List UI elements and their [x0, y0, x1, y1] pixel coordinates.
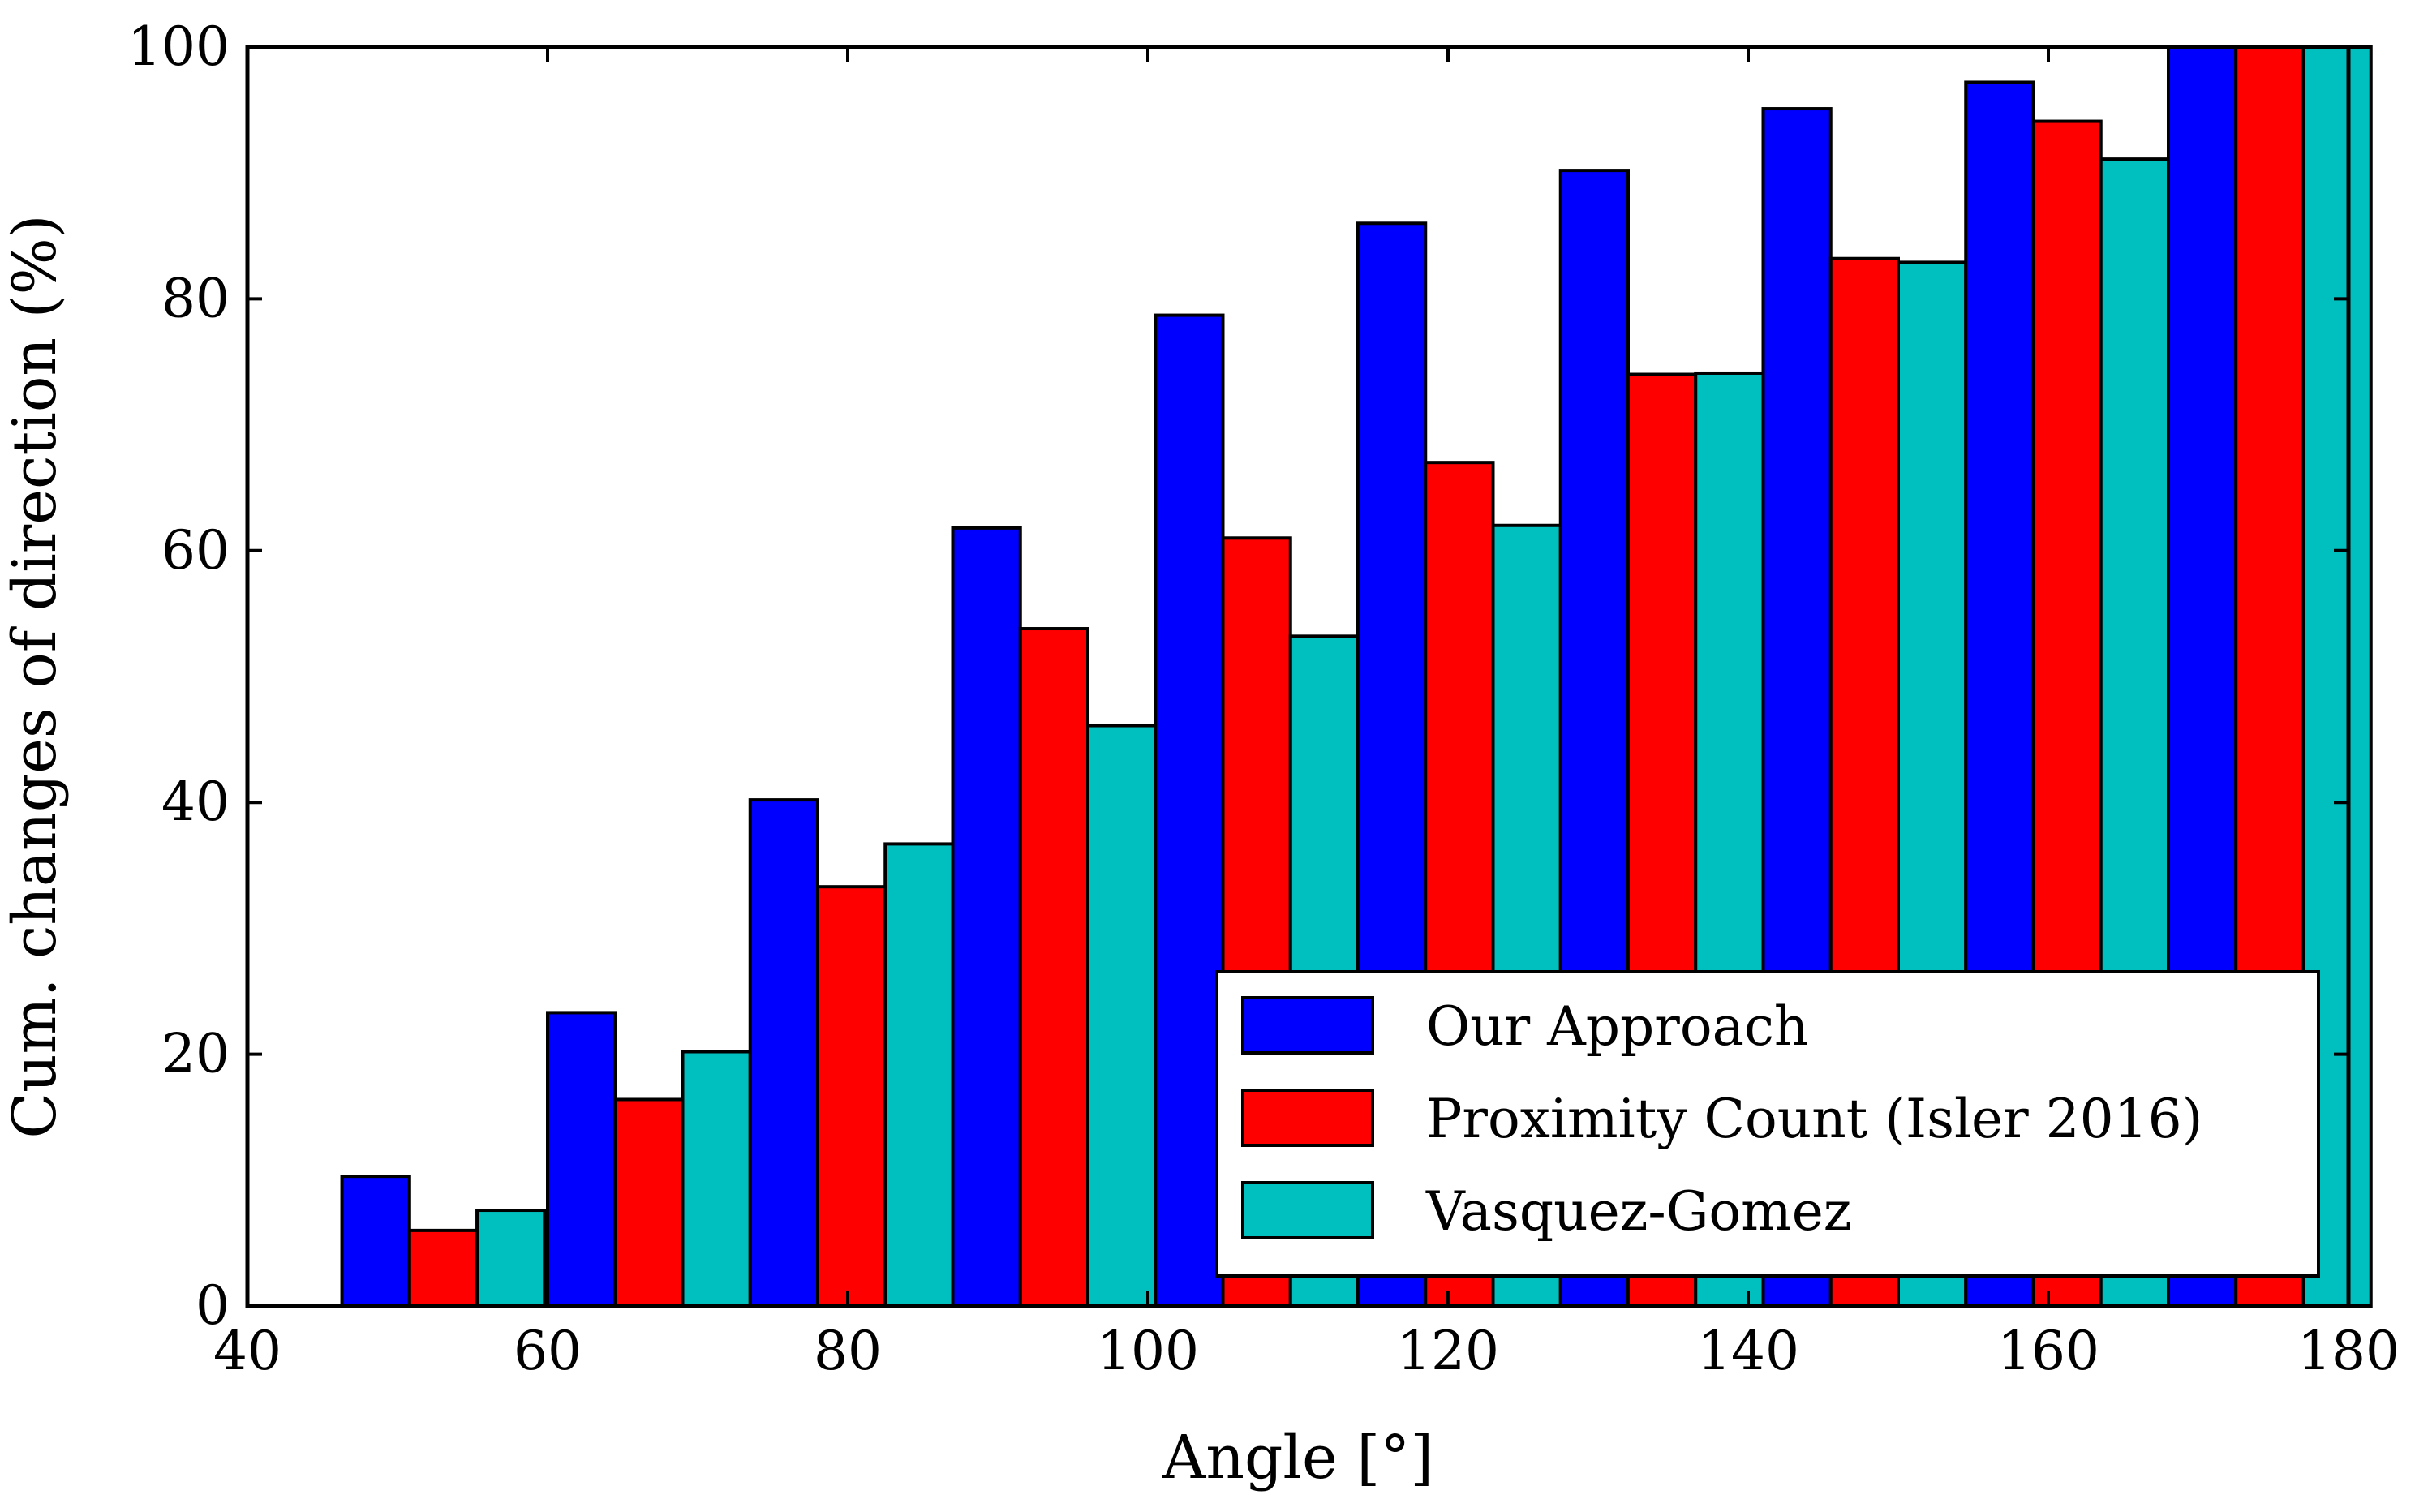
- bar-3-4: [1086, 724, 1158, 1308]
- legend: Our Approach Proximity Count (Isler 2016)…: [1215, 970, 2320, 1278]
- legend-box: [1215, 970, 2320, 1278]
- y-tick-label: 100: [127, 15, 230, 78]
- x-tick-label: 80: [814, 1320, 882, 1382]
- y-tick-label: 80: [161, 267, 230, 329]
- bar-1-1: [340, 1175, 411, 1308]
- bar-2-2: [613, 1097, 685, 1308]
- bar-3-2: [681, 1050, 752, 1308]
- legend-label: Vasquez-Gomez: [1425, 1180, 1852, 1243]
- x-tick-label: 60: [514, 1320, 582, 1382]
- x-tick-label: 160: [1997, 1320, 2099, 1382]
- bar-2-1: [407, 1228, 479, 1308]
- bar-2-4: [1018, 627, 1089, 1308]
- ticks-layer: 40 60 80 100 120 140 160 180 0 20 40 60 80 100: [127, 15, 2400, 1382]
- bar-2-3: [816, 885, 887, 1308]
- x-axis-label: Angle [°]: [1162, 1423, 1433, 1493]
- bar-3-1: [475, 1209, 547, 1308]
- legend-swatch: [1241, 1181, 1374, 1239]
- y-tick-label: 0: [196, 1274, 230, 1337]
- bar-3-3: [883, 842, 955, 1308]
- x-tick-label: 180: [2297, 1320, 2400, 1382]
- bar-1-3: [748, 798, 819, 1308]
- legend-label: Our Approach: [1426, 995, 1808, 1058]
- y-tick-label: 40: [161, 771, 230, 833]
- plot-frame: [245, 45, 2351, 1308]
- bar-1-2: [546, 1011, 617, 1308]
- y-tick-label: 60: [161, 519, 230, 582]
- legend-swatch: [1241, 996, 1374, 1055]
- bar-1-5: [1154, 313, 1225, 1308]
- x-tick-label: 120: [1397, 1320, 1499, 1382]
- x-tick-label: 40: [213, 1320, 281, 1382]
- x-tick-label: 140: [1697, 1320, 1799, 1382]
- legend-label: Proximity Count (Isler 2016): [1426, 1088, 2202, 1150]
- x-tick-label: 100: [1097, 1320, 1199, 1382]
- y-tick-label: 20: [161, 1023, 230, 1085]
- bar-1-4: [951, 526, 1022, 1308]
- legend-swatch: [1241, 1089, 1374, 1147]
- y-axis-label: Cum. changes of direction (%): [0, 214, 70, 1138]
